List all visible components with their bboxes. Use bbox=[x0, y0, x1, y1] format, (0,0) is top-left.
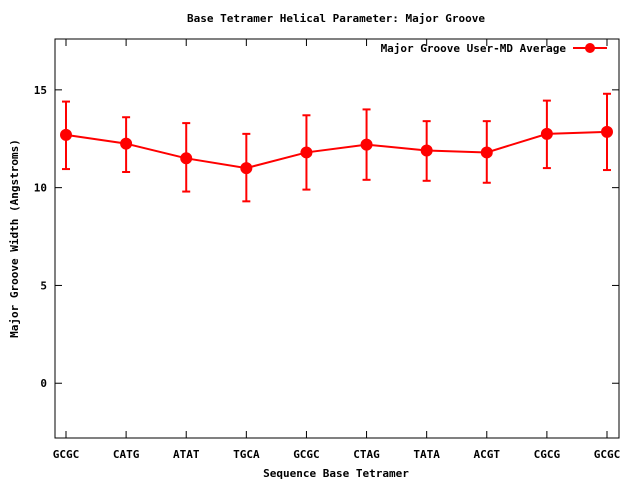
x-tick-label: CGCG bbox=[534, 448, 561, 461]
data-point bbox=[420, 144, 433, 157]
data-point bbox=[540, 127, 553, 140]
y-tick-label: 10 bbox=[34, 182, 47, 195]
data-point bbox=[360, 138, 373, 151]
data-point bbox=[60, 128, 72, 141]
plot-area-frame bbox=[54, 38, 620, 439]
x-tick-label: CTAG bbox=[353, 448, 380, 461]
x-tick-label: CATG bbox=[113, 448, 140, 461]
y-tick-label: 15 bbox=[34, 84, 47, 97]
x-tick-label: TATA bbox=[413, 448, 440, 461]
series-line bbox=[65, 130, 608, 170]
y-tick-label: 5 bbox=[40, 279, 47, 292]
x-axis-label: Sequence Base Tetramer bbox=[263, 467, 409, 480]
data-point bbox=[240, 162, 253, 175]
chart-title: Base Tetramer Helical Parameter: Major G… bbox=[187, 12, 485, 25]
x-tick-label: TGCA bbox=[233, 448, 260, 461]
legend: Major Groove User-MD Average bbox=[381, 42, 607, 55]
legend-marker bbox=[585, 43, 595, 53]
data-point bbox=[601, 125, 613, 138]
x-tick-label: GCGC bbox=[293, 448, 320, 461]
y-axis-label: Major Groove Width (Angstroms) bbox=[8, 139, 21, 338]
data-point bbox=[120, 137, 133, 150]
series-layer bbox=[60, 92, 613, 203]
data-point bbox=[480, 146, 493, 159]
x-tick-label: GCGC bbox=[53, 448, 80, 461]
legend-label: Major Groove User-MD Average bbox=[381, 42, 567, 55]
x-axis-ticks: GCGC CATG ATAT TGCA GCGC CTAG TATA ACGT CGCG GCGC bbox=[53, 39, 621, 461]
x-tick-label: GCGC bbox=[594, 448, 621, 461]
data-point bbox=[300, 146, 313, 159]
y-tick-label: 0 bbox=[40, 377, 47, 390]
y-axis-ticks: 0 5 10 15 bbox=[34, 84, 619, 390]
data-point bbox=[180, 152, 193, 165]
x-tick-label: ATAT bbox=[173, 448, 200, 461]
x-tick-label: ACGT bbox=[474, 448, 501, 461]
